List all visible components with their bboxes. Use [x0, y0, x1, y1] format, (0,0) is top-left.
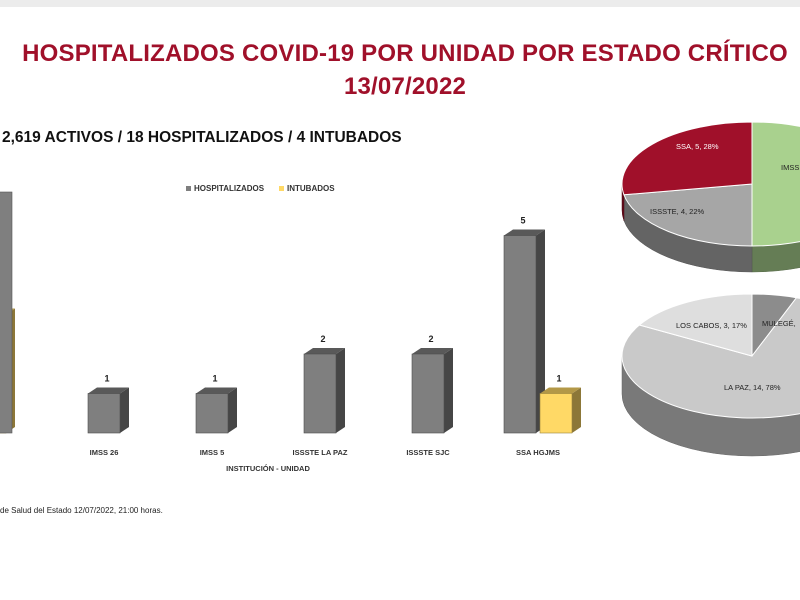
- pie-label-los-cabos: LOS CABOS, 3, 17%: [676, 321, 747, 330]
- page-date: 13/07/2022: [343, 73, 467, 100]
- tick-label-5: SSA HGJMS: [516, 448, 560, 457]
- x-axis-title: INSTITUCIÓN - UNIDAD: [226, 464, 310, 473]
- bar-hospitalizados-1: [87, 387, 129, 434]
- tick-label-1: IMSS 26: [90, 448, 119, 457]
- pie-slice-issste: [623, 183, 753, 247]
- pie-label-mulege: MULEGÉ,: [762, 319, 796, 328]
- top-strip: [0, 0, 800, 7]
- pie-label-ssa: SSA, 5, 28%: [676, 142, 719, 151]
- legend-label-intubados: INTUBADOS: [287, 184, 335, 193]
- data-label-intubados-5: 1: [556, 374, 561, 384]
- source-note: de Salud del Estado 12/07/2022, 21:00 ho…: [0, 506, 163, 515]
- legend-item-hospitalizados: HOSPITALIZADOS: [186, 184, 264, 193]
- pie-slice-imss: [751, 121, 800, 247]
- data-label-hospitalizados-4: 2: [428, 334, 433, 344]
- pie-label-imss: IMSS: [781, 163, 799, 172]
- bar-hospitalizados-3: [303, 348, 345, 434]
- data-label-hospitalizados-1: 1: [104, 374, 109, 384]
- data-label-hospitalizados-5: 5: [520, 216, 525, 226]
- pie-slice-ssa: [621, 121, 753, 196]
- bar-clipped-top: [0, 191, 13, 434]
- legend-label-hospitalizados: HOSPITALIZADOS: [194, 184, 265, 193]
- pie-slice-los-cabos: [638, 293, 753, 357]
- legend-item-intubados: INTUBADOS: [279, 184, 335, 193]
- tick-label-2: IMSS 5: [200, 448, 225, 457]
- pie-side-la-paz: [621, 355, 800, 457]
- tick-label-3: ISSSTE LA PAZ: [292, 448, 347, 457]
- summary-stats: 2,619 ACTIVOS / 18 HOSPITALIZADOS / 4 IN…: [2, 129, 402, 146]
- data-label-hospitalizados-3: 2: [320, 334, 325, 344]
- bar-hospitalizados-4: [411, 348, 453, 434]
- pie-slice-la-paz: [621, 297, 800, 419]
- pie-label-la-paz: LA PAZ, 14, 78%: [724, 383, 781, 392]
- legend-swatch-hospitalizados: [186, 186, 191, 192]
- page-title: HOSPITALIZADOS COVID-19 POR UNIDAD POR E…: [22, 40, 788, 67]
- bar-hospitalizados-5: [503, 229, 545, 434]
- legend-swatch-intubados: [279, 186, 284, 192]
- data-label-hospitalizados-2: 1: [212, 374, 217, 384]
- bar-hospitalizados-2: [195, 387, 237, 434]
- pie-label-issste: ISSSTE, 4, 22%: [650, 207, 705, 216]
- tick-label-4: ISSSTE SJC: [406, 448, 450, 457]
- bar-intubados-5: [539, 387, 581, 434]
